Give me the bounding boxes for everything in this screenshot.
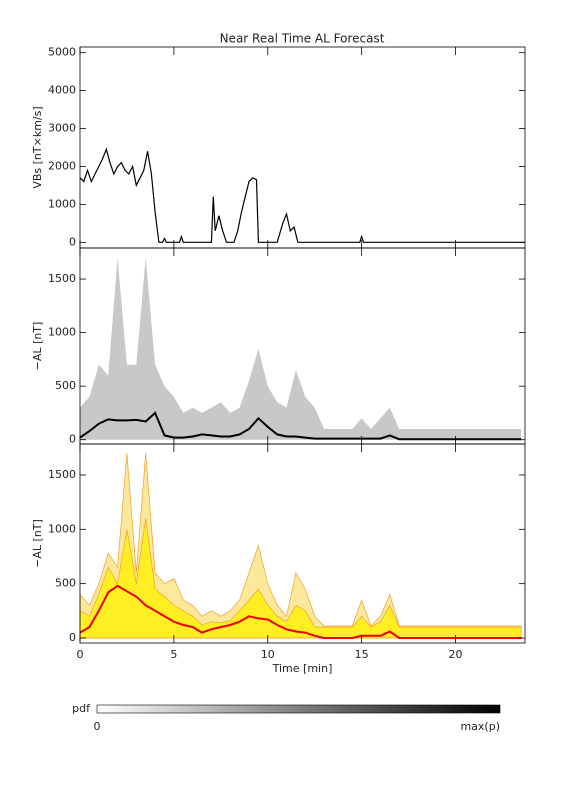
y-tick-label: 0 (69, 235, 76, 248)
y-tick-label: 500 (55, 379, 76, 392)
y-axis-label: −AL [nT] (31, 322, 44, 371)
colorbar-max: max(p) (460, 720, 500, 733)
colorbar-min: 0 (94, 720, 101, 733)
y-tick-label: 1500 (48, 272, 76, 285)
y-tick-label: 2000 (48, 159, 76, 172)
x-tick-label: 5 (170, 648, 177, 661)
y-tick-label: 500 (55, 577, 76, 590)
x-tick-label: 20 (449, 648, 463, 661)
x-tick-label: 0 (77, 648, 84, 661)
area (80, 257, 522, 440)
colorbar (96, 704, 501, 714)
y-axis-label: −AL [nT] (31, 519, 44, 568)
line (79, 411, 522, 441)
y-tick-label: 0 (69, 433, 76, 446)
y-tick-label: 4000 (48, 84, 76, 97)
x-tick-label: 10 (261, 648, 275, 661)
y-tick-label: 1500 (48, 468, 76, 481)
line (79, 147, 525, 243)
y-tick-label: 0 (69, 631, 76, 644)
y-tick-label: 1000 (48, 522, 76, 535)
y-tick-label: 5000 (48, 46, 76, 59)
line (79, 584, 522, 639)
area (79, 518, 522, 639)
x-tick-label: 15 (355, 648, 369, 661)
y-tick-label: 3000 (48, 122, 76, 135)
y-tick-label: 1000 (48, 197, 76, 210)
plot-frame (79, 46, 526, 249)
y-tick-label: 1000 (48, 326, 76, 339)
x-axis-label: Time [min] (272, 662, 333, 675)
y-axis-label: VBs [nT×km/s] (31, 106, 44, 188)
colorbar-label: pdf (72, 702, 91, 715)
chart-title: Near Real Time AL Forecast (220, 32, 385, 46)
plot-frame (79, 443, 526, 644)
